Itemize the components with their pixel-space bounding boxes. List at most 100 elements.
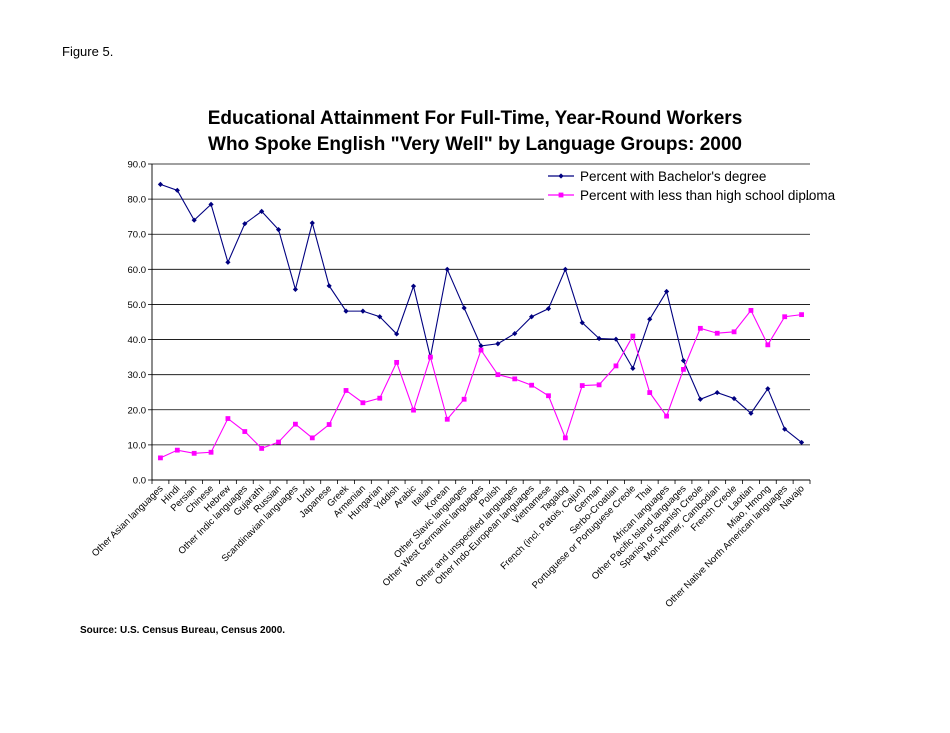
series-2	[158, 308, 804, 461]
data-point	[579, 320, 585, 326]
y-tick-label: 10.0	[128, 440, 147, 451]
data-point	[529, 382, 535, 388]
data-point	[158, 455, 163, 461]
data-point	[444, 266, 450, 272]
data-point	[242, 429, 248, 434]
data-point	[360, 308, 366, 314]
data-point	[394, 359, 400, 365]
data-point	[782, 426, 788, 432]
data-point	[798, 439, 805, 446]
data-point	[360, 400, 366, 406]
data-point	[377, 314, 383, 320]
series	[157, 181, 805, 461]
y-tick-label: 30.0	[128, 370, 147, 381]
data-point	[427, 354, 433, 360]
data-point	[292, 286, 299, 292]
data-point	[410, 283, 417, 289]
y-tick-label: 80.0	[128, 195, 147, 206]
y-tick-label: 40.0	[128, 335, 147, 346]
y-tick-label: 0.0	[133, 476, 146, 487]
data-point	[191, 450, 197, 456]
data-point	[596, 335, 602, 342]
data-point	[681, 367, 686, 372]
legend: Percent with Bachelor's degree Percent wi…	[544, 165, 836, 205]
axes	[148, 163, 811, 484]
data-point	[326, 283, 332, 289]
data-point	[782, 314, 788, 320]
data-point	[309, 220, 315, 226]
data-point	[242, 221, 248, 227]
y-tick-label: 90.0	[128, 160, 147, 171]
data-point	[208, 201, 214, 207]
gridlines	[152, 163, 810, 446]
legend-label: Percent with less than high school diplo…	[580, 188, 836, 203]
y-tick-label: 50.0	[128, 300, 147, 311]
data-point	[630, 365, 636, 371]
data-point	[748, 410, 754, 416]
data-point	[596, 382, 602, 388]
data-point	[293, 421, 298, 427]
data-point	[529, 314, 535, 320]
data-point	[259, 208, 265, 214]
legend-marker	[558, 173, 564, 179]
data-point	[731, 395, 737, 402]
legend-entry: Percent with less than high school diplo…	[548, 188, 836, 203]
data-point	[478, 347, 484, 353]
data-point	[495, 341, 501, 347]
data-point	[343, 308, 349, 314]
data-point	[225, 259, 231, 265]
data-point	[191, 217, 197, 223]
y-tick-label: 60.0	[128, 265, 147, 276]
data-point	[562, 435, 568, 441]
data-point	[326, 422, 332, 427]
data-point	[478, 343, 484, 349]
figure-label: Figure 5.	[62, 44, 114, 59]
data-point	[562, 266, 568, 272]
data-point	[680, 358, 687, 364]
data-point	[275, 227, 282, 233]
data-point	[225, 416, 231, 421]
y-tick-label: 70.0	[128, 230, 147, 241]
data-point	[394, 331, 400, 337]
y-tick-label: 20.0	[128, 405, 147, 416]
data-point	[765, 342, 771, 348]
data-point	[613, 363, 619, 369]
data-point	[663, 288, 670, 295]
x-axis-tick-labels: Other Asian languagesHindiPersianChinese…	[90, 483, 807, 610]
chart-title-line-1: Educational Attainment For Full-Time, Ye…	[207, 108, 743, 129]
legend-label: Percent with Bachelor's degree	[580, 169, 766, 184]
data-point	[174, 447, 180, 453]
data-point	[714, 389, 720, 396]
data-point	[748, 308, 754, 313]
data-point	[461, 305, 467, 311]
data-point	[765, 386, 771, 392]
data-point	[259, 446, 265, 451]
data-point	[579, 383, 585, 388]
series-line	[160, 309, 802, 459]
data-point	[276, 439, 281, 445]
chart-title: Educational Attainment For Full-Time, Ye…	[0, 106, 950, 158]
data-point	[377, 395, 383, 401]
data-point	[174, 187, 180, 193]
legend-background	[544, 165, 806, 205]
x-tick-label: Other Asian languages	[90, 483, 166, 559]
data-point	[546, 393, 551, 399]
legend-entry: Percent with Bachelor's degree	[548, 169, 766, 184]
data-point	[647, 316, 653, 322]
data-point	[647, 390, 653, 395]
data-point	[731, 329, 737, 335]
chart-title-line-2: Who Spoke English "Very Well" by Languag…	[208, 134, 742, 155]
data-point	[630, 333, 636, 339]
data-point	[664, 413, 669, 419]
data-point	[309, 435, 315, 441]
legend-marker	[558, 192, 564, 198]
y-axis-tick-labels: 0.0 10.0 20.0 30.0 40.0 50.0 60.0 70.0 80.0 90.0	[128, 160, 147, 487]
data-point	[697, 396, 703, 402]
series-1	[157, 181, 805, 446]
data-point	[208, 449, 214, 455]
source-note: Source: U.S. Census Bureau, Census 2000.	[80, 625, 286, 636]
series-line	[160, 183, 802, 443]
data-point	[157, 181, 164, 187]
data-point	[444, 416, 450, 422]
data-point	[343, 388, 349, 393]
